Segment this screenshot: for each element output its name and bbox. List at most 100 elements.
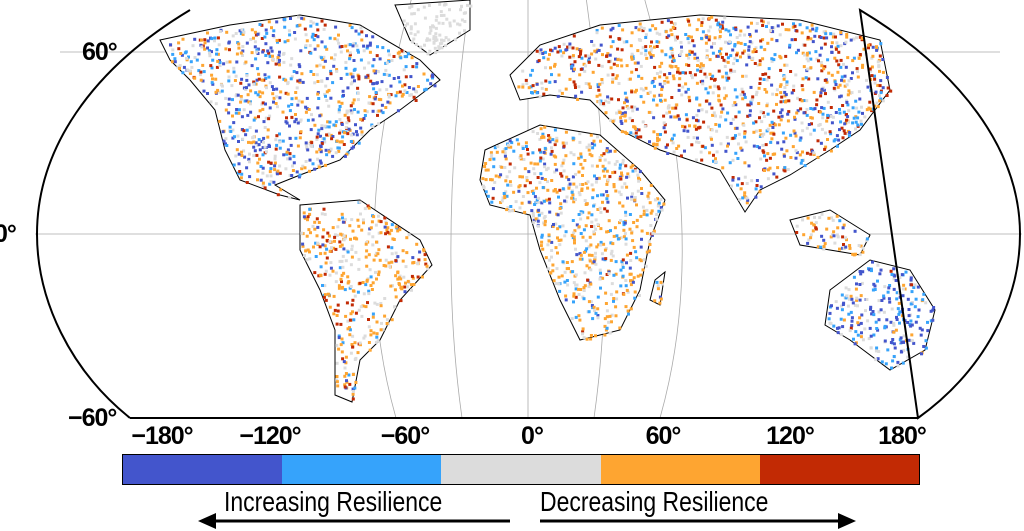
- resilience-pixel: [806, 216, 810, 220]
- resilience-pixel: [315, 135, 319, 139]
- resilience-pixel: [901, 287, 905, 291]
- resilience-pixel: [326, 239, 329, 243]
- resilience-pixel: [813, 107, 817, 111]
- resilience-pixel: [261, 107, 265, 111]
- resilience-pixel: [340, 45, 344, 48]
- resilience-pixel: [867, 46, 870, 50]
- resilience-pixel: [305, 39, 309, 43]
- resilience-pixel: [625, 40, 629, 44]
- resilience-pixel: [686, 37, 690, 41]
- resilience-pixel: [597, 243, 601, 247]
- resilience-pixel: [571, 46, 575, 50]
- resilience-pixel: [321, 58, 325, 61]
- resilience-pixel: [671, 137, 674, 141]
- resilience-pixel: [530, 68, 534, 72]
- resilience-pixel: [560, 174, 564, 178]
- resilience-pixel: [587, 310, 591, 314]
- resilience-pixel: [910, 283, 914, 287]
- resilience-pixel: [317, 274, 321, 278]
- resilience-pixel: [260, 37, 264, 40]
- resilience-pixel: [649, 211, 653, 215]
- resilience-pixel: [869, 69, 873, 73]
- resilience-pixel: [813, 34, 817, 38]
- resilience-pixel: [414, 99, 418, 102]
- resilience-pixel: [407, 86, 411, 89]
- resilience-pixel: [840, 308, 844, 312]
- resilience-pixel: [415, 65, 419, 69]
- resilience-pixel: [290, 174, 294, 177]
- resilience-pixel: [551, 263, 555, 267]
- resilience-pixel: [218, 61, 222, 64]
- resilience-pixel: [345, 72, 349, 76]
- resilience-pixel: [876, 279, 879, 283]
- resilience-pixel: [362, 221, 365, 225]
- resilience-pixel: [240, 150, 243, 154]
- resilience-pixel: [531, 211, 535, 215]
- resilience-pixel: [494, 174, 498, 178]
- resilience-pixel: [384, 232, 388, 236]
- resilience-pixel: [607, 219, 611, 223]
- resilience-pixel: [659, 70, 663, 74]
- resilience-pixel: [384, 61, 388, 65]
- resilience-pixel: [592, 260, 596, 264]
- resilience-pixel: [616, 64, 619, 68]
- resilience-pixel: [299, 118, 303, 122]
- resilience-pixel: [423, 88, 427, 92]
- resilience-pixel: [410, 274, 414, 278]
- resilience-pixel: [409, 31, 413, 35]
- resilience-pixel: [342, 234, 346, 238]
- resilience-pixel: [364, 283, 368, 287]
- resilience-pixel: [871, 260, 874, 264]
- resilience-pixel: [624, 214, 628, 217]
- resilience-pixel: [502, 192, 506, 195]
- resilience-pixel: [822, 36, 826, 40]
- resilience-pixel: [666, 19, 670, 23]
- resilience-pixel: [252, 154, 256, 158]
- resilience-pixel: [582, 297, 586, 301]
- resilience-pixel: [398, 90, 402, 94]
- resilience-pixel: [527, 170, 531, 174]
- resilience-pixel: [831, 218, 835, 222]
- resilience-pixel: [807, 238, 811, 242]
- resilience-pixel: [596, 316, 600, 320]
- resilience-pixel: [385, 88, 389, 92]
- resilience-pixel: [309, 24, 313, 28]
- resilience-pixel: [603, 333, 607, 337]
- resilience-pixel: [599, 243, 603, 247]
- resilience-pixel: [356, 91, 360, 95]
- resilience-pixel: [285, 150, 289, 154]
- resilience-pixel: [785, 80, 789, 84]
- resilience-pixel: [592, 204, 596, 208]
- resilience-pixel: [614, 260, 618, 264]
- resilience-pixel: [268, 81, 272, 85]
- resilience-pixel: [573, 241, 576, 245]
- resilience-pixel: [381, 111, 385, 115]
- resilience-pixel: [416, 8, 420, 12]
- resilience-pixel: [185, 56, 188, 60]
- resilience-pixel: [694, 127, 698, 131]
- resilience-pixel: [881, 58, 885, 61]
- resilience-pixel: [321, 243, 325, 247]
- resilience-pixel: [597, 49, 601, 52]
- resilience-pixel: [747, 53, 751, 57]
- resilience-pixel: [711, 113, 715, 117]
- resilience-pixel: [262, 120, 266, 124]
- resilience-pixel: [645, 250, 649, 254]
- resilience-pixel: [802, 99, 806, 102]
- resilience-pixel: [417, 258, 421, 262]
- resilience-pixel: [842, 318, 846, 322]
- resilience-pixel: [603, 207, 607, 211]
- resilience-pixel: [346, 250, 350, 254]
- resilience-pixel: [266, 61, 270, 65]
- resilience-pixel: [577, 213, 581, 216]
- resilience-pixel: [849, 77, 853, 80]
- resilience-pixel: [180, 53, 184, 57]
- resilience-pixel: [371, 102, 375, 106]
- resilience-pixel: [697, 109, 701, 113]
- resilience-pixel: [620, 122, 624, 125]
- resilience-pixel: [844, 65, 848, 69]
- resilience-pixel: [665, 35, 669, 39]
- resilience-pixel: [768, 156, 772, 160]
- resilience-pixel: [317, 165, 321, 169]
- resilience-pixel: [363, 207, 367, 211]
